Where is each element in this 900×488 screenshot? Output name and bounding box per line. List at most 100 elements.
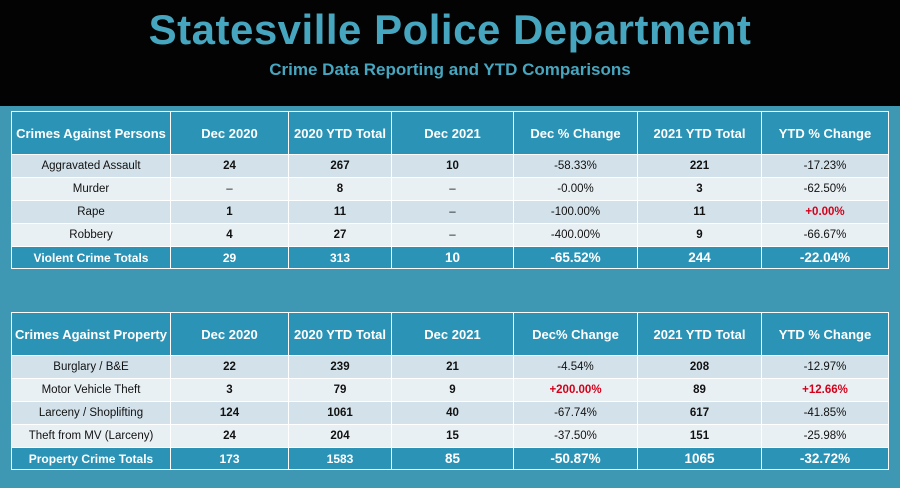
totals-row: Violent Crime Totals 29 313 10 -65.52% 2… xyxy=(11,246,889,269)
table-row: Burglary / B&E 22 239 21 -4.54% 208 -12.… xyxy=(11,355,889,379)
dec-change-cell: -100.00% xyxy=(513,200,638,224)
dec-2020-cell: 22 xyxy=(170,355,289,379)
dec-2020-cell: 3 xyxy=(170,378,289,402)
dec-change-cell: +200.00% xyxy=(513,378,638,402)
table-row: Murder – 8 – -0.00% 3 -62.50% xyxy=(11,177,889,201)
ytd-2021-cell: 221 xyxy=(637,154,762,178)
total-dec-change: -50.87% xyxy=(513,447,638,470)
row-label: Burglary / B&E xyxy=(11,355,171,379)
totals-label: Property Crime Totals xyxy=(11,447,171,470)
column-header-category: Crimes Against Property xyxy=(11,312,171,356)
ytd-2020-cell: 1061 xyxy=(288,401,392,425)
column-header-2020-ytd: 2020 YTD Total xyxy=(288,111,392,155)
ytd-change-cell: +12.66% xyxy=(761,378,889,402)
persons-crime-table: Crimes Against Persons Dec 2020 2020 YTD… xyxy=(11,111,889,269)
ytd-2020-cell: 204 xyxy=(288,424,392,448)
dec-change-cell: -58.33% xyxy=(513,154,638,178)
total-ytd-2021: 244 xyxy=(637,246,762,269)
total-dec-change: -65.52% xyxy=(513,246,638,269)
dec-2020-cell: 24 xyxy=(170,154,289,178)
column-header-category: Crimes Against Persons xyxy=(11,111,171,155)
table-row: Aggravated Assault 24 267 10 -58.33% 221… xyxy=(11,154,889,178)
row-label: Aggravated Assault xyxy=(11,154,171,178)
column-header-2021-ytd: 2021 YTD Total xyxy=(637,312,762,356)
total-dec-2020: 173 xyxy=(170,447,289,470)
ytd-2021-cell: 89 xyxy=(637,378,762,402)
row-label: Larceny / Shoplifting xyxy=(11,401,171,425)
ytd-change-cell: -17.23% xyxy=(761,154,889,178)
total-ytd-2020: 313 xyxy=(288,246,392,269)
ytd-change-cell: -41.85% xyxy=(761,401,889,425)
row-label: Theft from MV (Larceny) xyxy=(11,424,171,448)
ytd-2021-cell: 151 xyxy=(637,424,762,448)
ytd-2020-cell: 239 xyxy=(288,355,392,379)
total-dec-2020: 29 xyxy=(170,246,289,269)
column-header-dec-2020: Dec 2020 xyxy=(170,312,289,356)
dec-change-cell: -67.74% xyxy=(513,401,638,425)
page-subtitle: Crime Data Reporting and YTD Comparisons xyxy=(269,60,631,79)
ytd-2020-cell: 8 xyxy=(288,177,392,201)
ytd-2020-cell: 11 xyxy=(288,200,392,224)
table-header-row: Crimes Against Persons Dec 2020 2020 YTD… xyxy=(11,111,889,155)
row-label: Murder xyxy=(11,177,171,201)
dec-change-cell: -4.54% xyxy=(513,355,638,379)
totals-label: Violent Crime Totals xyxy=(11,246,171,269)
ytd-change-cell: -25.98% xyxy=(761,424,889,448)
dec-2021-cell: 9 xyxy=(391,378,514,402)
column-header-dec-2021: Dec 2021 xyxy=(391,111,514,155)
ytd-change-cell: -66.67% xyxy=(761,223,889,247)
total-dec-2021: 85 xyxy=(391,447,514,470)
dec-2021-cell: 10 xyxy=(391,154,514,178)
dec-change-cell: -400.00% xyxy=(513,223,638,247)
dec-2021-cell: – xyxy=(391,177,514,201)
ytd-2021-cell: 617 xyxy=(637,401,762,425)
totals-row: Property Crime Totals 173 1583 85 -50.87… xyxy=(11,447,889,470)
page-title: Statesville Police Department xyxy=(148,6,752,53)
row-label: Robbery xyxy=(11,223,171,247)
column-header-ytd-change: YTD % Change xyxy=(761,111,889,155)
ytd-2020-cell: 27 xyxy=(288,223,392,247)
table-row: Rape 1 11 – -100.00% 11 +0.00% xyxy=(11,200,889,224)
ytd-change-cell: +0.00% xyxy=(761,200,889,224)
table-header-row: Crimes Against Property Dec 2020 2020 YT… xyxy=(11,312,889,356)
table-row: Larceny / Shoplifting 124 1061 40 -67.74… xyxy=(11,401,889,425)
dec-2021-cell: 15 xyxy=(391,424,514,448)
ytd-2021-cell: 208 xyxy=(637,355,762,379)
ytd-change-cell: -62.50% xyxy=(761,177,889,201)
property-crime-table: Crimes Against Property Dec 2020 2020 YT… xyxy=(11,312,889,470)
ytd-change-cell: -12.97% xyxy=(761,355,889,379)
total-dec-2021: 10 xyxy=(391,246,514,269)
dec-2020-cell: 1 xyxy=(170,200,289,224)
dec-2020-cell: 4 xyxy=(170,223,289,247)
dec-2020-cell: 124 xyxy=(170,401,289,425)
column-header-dec-2020: Dec 2020 xyxy=(170,111,289,155)
total-ytd-change: -22.04% xyxy=(761,246,889,269)
total-ytd-2020: 1583 xyxy=(288,447,392,470)
column-header-2020-ytd: 2020 YTD Total xyxy=(288,312,392,356)
table-row: Robbery 4 27 – -400.00% 9 -66.67% xyxy=(11,223,889,247)
ytd-2021-cell: 3 xyxy=(637,177,762,201)
dec-2021-cell: – xyxy=(391,200,514,224)
ytd-2020-cell: 267 xyxy=(288,154,392,178)
total-ytd-2021: 1065 xyxy=(637,447,762,470)
dec-change-cell: -37.50% xyxy=(513,424,638,448)
dec-change-cell: -0.00% xyxy=(513,177,638,201)
ytd-2020-cell: 79 xyxy=(288,378,392,402)
table-row: Motor Vehicle Theft 3 79 9 +200.00% 89 +… xyxy=(11,378,889,402)
ytd-2021-cell: 9 xyxy=(637,223,762,247)
header-banner: Statesville Police Department Crime Data… xyxy=(0,0,900,106)
total-ytd-change: -32.72% xyxy=(761,447,889,470)
column-header-dec-change: Dec% Change xyxy=(513,312,638,356)
row-label: Motor Vehicle Theft xyxy=(11,378,171,402)
dec-2021-cell: 21 xyxy=(391,355,514,379)
row-label: Rape xyxy=(11,200,171,224)
column-header-dec-change: Dec % Change xyxy=(513,111,638,155)
dec-2021-cell: – xyxy=(391,223,514,247)
dec-2020-cell: – xyxy=(170,177,289,201)
dec-2020-cell: 24 xyxy=(170,424,289,448)
dec-2021-cell: 40 xyxy=(391,401,514,425)
table-row: Theft from MV (Larceny) 24 204 15 -37.50… xyxy=(11,424,889,448)
column-header-2021-ytd: 2021 YTD Total xyxy=(637,111,762,155)
column-header-ytd-change: YTD % Change xyxy=(761,312,889,356)
column-header-dec-2021: Dec 2021 xyxy=(391,312,514,356)
